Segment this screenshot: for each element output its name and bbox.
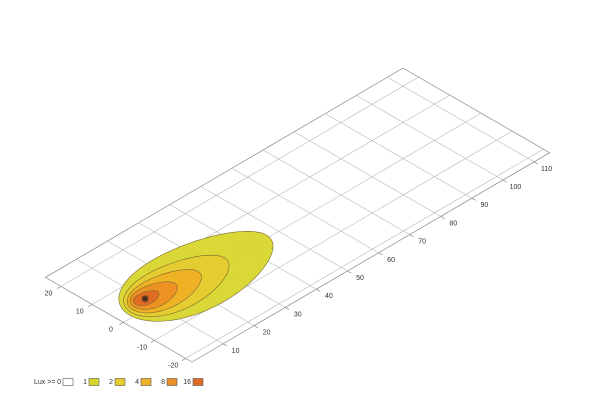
legend-swatch — [140, 378, 152, 386]
tick-mark — [88, 304, 93, 307]
tick-mark — [119, 322, 124, 325]
legend-swatch — [166, 378, 178, 386]
legend-title: Lux >= — [34, 379, 55, 386]
grid-line — [387, 76, 535, 163]
tick-mark — [222, 343, 228, 347]
tick-mark — [285, 307, 290, 310]
x-tick-label: 110 — [541, 166, 552, 173]
grid-line — [262, 149, 410, 235]
y-tick-label: 0 — [109, 327, 113, 334]
legend-label: 8 — [161, 379, 165, 386]
x-tick-label: 60 — [387, 257, 395, 264]
legend-swatch — [62, 378, 74, 386]
grid-line — [325, 113, 473, 199]
grid-line — [356, 95, 504, 181]
tick-mark — [378, 252, 383, 256]
legend-swatch — [192, 378, 204, 386]
legend-label: 16 — [183, 379, 191, 386]
x-tick-label: 30 — [294, 311, 302, 318]
tick-mark — [347, 270, 352, 274]
tick-mark — [440, 216, 445, 219]
tick-mark — [181, 358, 186, 361]
tick-mark — [57, 286, 62, 289]
tick-mark — [533, 161, 539, 165]
lamp-symbol — [141, 295, 149, 303]
grid-line — [200, 186, 348, 272]
tick-mark — [502, 179, 507, 183]
plane-border — [44, 67, 551, 363]
grid-line — [60, 76, 419, 287]
legend-label: 1 — [83, 379, 87, 386]
y-tick-label: -20 — [168, 363, 178, 370]
x-tick-label: 100 — [510, 184, 522, 191]
tick-mark — [316, 288, 321, 292]
y-tick-label: 20 — [45, 291, 53, 298]
x-tick-label: 50 — [356, 275, 364, 282]
x-tick-label: 10 — [232, 348, 240, 355]
y-tick-label: -10 — [137, 345, 147, 352]
legend-label: 0 — [57, 379, 61, 386]
tick-mark — [409, 234, 414, 238]
y-tick-label: 10 — [76, 309, 84, 316]
x-tick-label: 20 — [263, 330, 271, 337]
grid-line — [231, 167, 379, 254]
tick-mark — [254, 325, 259, 329]
x-tick-label: 70 — [418, 239, 426, 246]
x-tick-label: 40 — [325, 293, 333, 300]
x-tick-label: 90 — [480, 202, 488, 209]
tick-mark — [471, 197, 476, 201]
x-tick-label: 80 — [449, 220, 457, 227]
tick-mark — [150, 340, 155, 343]
grid-line — [185, 148, 544, 359]
grid-line — [294, 131, 441, 217]
legend-swatch — [114, 378, 126, 386]
legend-swatch — [88, 378, 100, 386]
legend-label: 4 — [135, 379, 139, 386]
legend-label: 2 — [109, 379, 113, 386]
